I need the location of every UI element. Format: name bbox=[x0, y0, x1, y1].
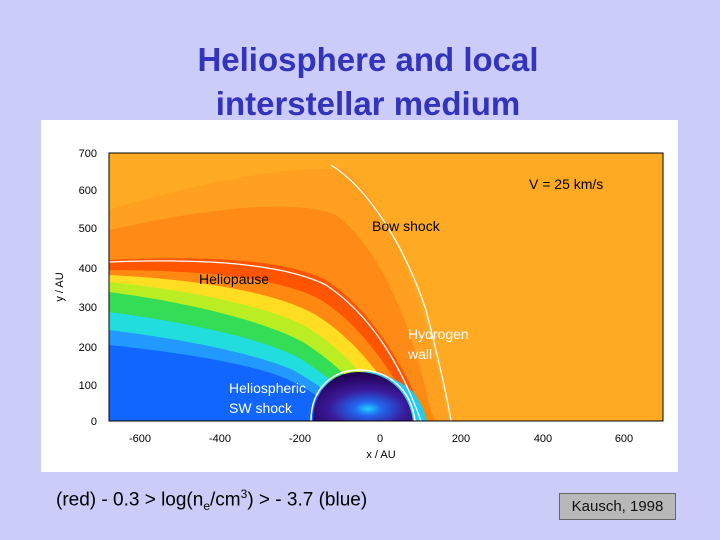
y-axis: 700 600 500 400 300 200 100 0 y / AU bbox=[54, 148, 97, 428]
y-tick-label: 100 bbox=[79, 380, 97, 392]
caption-mid: /cm bbox=[210, 489, 241, 511]
slide-title-line-1: Heliosphere and local bbox=[197, 41, 539, 78]
y-tick-label: 200 bbox=[79, 342, 97, 354]
y-tick-label: 500 bbox=[79, 223, 97, 235]
y-axis-label: y / AU bbox=[54, 272, 66, 301]
y-tick-label: 0 bbox=[91, 416, 97, 428]
source-credit: Kausch, 1998 bbox=[559, 493, 676, 520]
heliopause-label: Heliopause bbox=[199, 271, 269, 287]
x-tick-label: 0 bbox=[377, 433, 383, 445]
sw-shock-label-line-2: SW shock bbox=[229, 400, 293, 416]
x-tick-label: 200 bbox=[452, 433, 470, 445]
hydrogen-wall-label-line-2: wall bbox=[407, 346, 432, 362]
caption-superscript: 3 bbox=[240, 487, 248, 501]
density-scale-caption: (red) - 0.3 > log(ne/cm3) > - 3.7 (blue) bbox=[56, 487, 367, 513]
slide-title-line-2: interstellar medium bbox=[215, 85, 521, 122]
x-tick-label: -200 bbox=[289, 433, 311, 445]
bow-shock-label: Bow shock bbox=[372, 218, 441, 234]
slide-title: Heliosphere and local interstellar mediu… bbox=[0, 38, 720, 126]
hydrogen-wall-label-line-1: Hydrogen bbox=[408, 326, 469, 342]
x-tick-label: -400 bbox=[209, 433, 231, 445]
caption-suffix: ) > - 3.7 (blue) bbox=[247, 489, 368, 511]
x-axis: -600 -400 -200 0 200 400 600 x / AU bbox=[129, 433, 633, 461]
y-tick-label: 700 bbox=[79, 148, 97, 160]
x-tick-label: 400 bbox=[534, 433, 552, 445]
x-tick-label: 600 bbox=[615, 433, 633, 445]
density-map bbox=[109, 153, 663, 421]
x-axis-label: x / AU bbox=[366, 449, 395, 461]
sw-shock-label-line-1: Heliospheric bbox=[229, 380, 306, 396]
heliosphere-simulation-figure: 700 600 500 400 300 200 100 0 y / AU -60… bbox=[41, 120, 678, 472]
y-tick-label: 300 bbox=[79, 302, 97, 314]
velocity-label: V = 25 km/s bbox=[529, 176, 603, 192]
caption-prefix: (red) - 0.3 > log(n bbox=[56, 489, 204, 511]
caption-subscript: e bbox=[203, 499, 211, 514]
y-tick-label: 600 bbox=[79, 185, 97, 197]
x-tick-label: -600 bbox=[129, 433, 151, 445]
y-tick-label: 400 bbox=[79, 263, 97, 275]
